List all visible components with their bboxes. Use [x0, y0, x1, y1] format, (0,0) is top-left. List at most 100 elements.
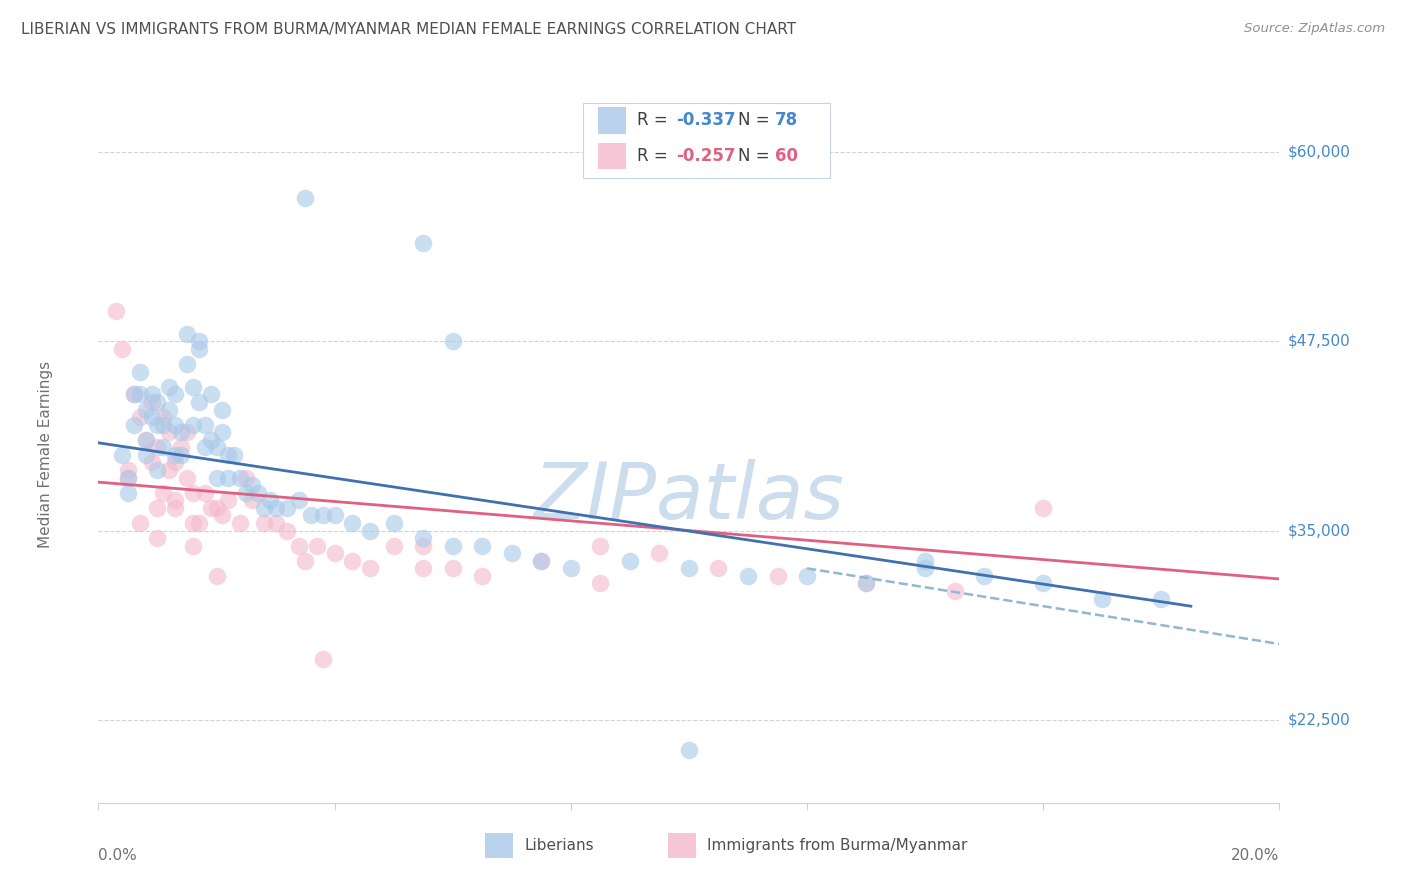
- Point: [181, 485, 204, 500]
- Text: Liberians: Liberians: [524, 838, 595, 853]
- Point: [305, 539, 328, 553]
- Point: [128, 516, 150, 530]
- Point: [855, 576, 877, 591]
- Point: [122, 387, 145, 401]
- Text: $60,000: $60,000: [1288, 145, 1351, 160]
- Point: [146, 395, 169, 409]
- Point: [412, 561, 434, 575]
- Point: [943, 584, 966, 599]
- Point: [146, 531, 169, 545]
- Point: [412, 236, 434, 251]
- Point: [117, 463, 139, 477]
- Point: [117, 470, 139, 484]
- Point: [235, 485, 257, 500]
- Text: -0.337: -0.337: [676, 112, 735, 129]
- Point: [165, 448, 187, 462]
- Point: [194, 441, 217, 455]
- Point: [187, 334, 209, 349]
- Point: [217, 448, 239, 462]
- Point: [141, 395, 163, 409]
- Point: [253, 500, 276, 515]
- Point: [128, 410, 150, 425]
- Point: [157, 380, 180, 394]
- Point: [200, 500, 222, 515]
- Text: 78: 78: [775, 112, 797, 129]
- Point: [229, 470, 252, 484]
- Point: [141, 387, 163, 401]
- Point: [152, 410, 174, 425]
- Point: [122, 387, 145, 401]
- Point: [157, 402, 180, 417]
- Point: [211, 402, 233, 417]
- Point: [152, 417, 174, 432]
- Point: [441, 334, 464, 349]
- Point: [176, 470, 198, 484]
- Point: [111, 448, 134, 462]
- Point: [855, 576, 877, 591]
- Point: [146, 441, 169, 455]
- Point: [181, 417, 204, 432]
- Point: [157, 463, 180, 477]
- Point: [111, 342, 134, 356]
- Point: [382, 516, 405, 530]
- Point: [288, 539, 311, 553]
- Point: [678, 743, 700, 757]
- Point: [441, 539, 464, 553]
- Point: [181, 539, 204, 553]
- Point: [1150, 591, 1173, 606]
- Point: [766, 569, 789, 583]
- Point: [194, 485, 217, 500]
- Text: Immigrants from Burma/Myanmar: Immigrants from Burma/Myanmar: [707, 838, 967, 853]
- Text: Source: ZipAtlas.com: Source: ZipAtlas.com: [1244, 22, 1385, 36]
- Point: [412, 539, 434, 553]
- Point: [1091, 591, 1114, 606]
- Point: [187, 342, 209, 356]
- Point: [181, 516, 204, 530]
- Point: [648, 546, 671, 560]
- Point: [294, 554, 316, 568]
- Point: [135, 448, 157, 462]
- Point: [589, 576, 612, 591]
- Point: [288, 493, 311, 508]
- Point: [299, 508, 322, 523]
- Point: [205, 441, 228, 455]
- Text: 0.0%: 0.0%: [98, 848, 138, 863]
- Point: [382, 539, 405, 553]
- Point: [146, 463, 169, 477]
- Point: [229, 516, 252, 530]
- Point: [264, 500, 287, 515]
- Point: [205, 470, 228, 484]
- Point: [678, 561, 700, 575]
- Point: [205, 569, 228, 583]
- Point: [194, 417, 217, 432]
- Point: [796, 569, 818, 583]
- Point: [181, 380, 204, 394]
- Point: [471, 539, 494, 553]
- Point: [359, 561, 381, 575]
- Text: Median Female Earnings: Median Female Earnings: [38, 361, 53, 549]
- Point: [152, 441, 174, 455]
- Point: [441, 561, 464, 575]
- Point: [323, 546, 346, 560]
- Text: R =: R =: [637, 112, 673, 129]
- Point: [312, 652, 335, 666]
- Point: [122, 417, 145, 432]
- Point: [276, 500, 298, 515]
- Point: [276, 524, 298, 538]
- Text: $22,500: $22,500: [1288, 712, 1351, 727]
- Point: [170, 448, 193, 462]
- Point: [117, 485, 139, 500]
- Point: [342, 516, 364, 530]
- Text: LIBERIAN VS IMMIGRANTS FROM BURMA/MYANMAR MEDIAN FEMALE EARNINGS CORRELATION CHA: LIBERIAN VS IMMIGRANTS FROM BURMA/MYANMA…: [21, 22, 796, 37]
- Point: [737, 569, 759, 583]
- Point: [707, 561, 730, 575]
- Point: [141, 455, 163, 469]
- Point: [914, 554, 936, 568]
- Point: [165, 387, 187, 401]
- Point: [973, 569, 995, 583]
- Point: [135, 402, 157, 417]
- Point: [1032, 576, 1054, 591]
- Point: [501, 546, 523, 560]
- Point: [128, 365, 150, 379]
- Point: [471, 569, 494, 583]
